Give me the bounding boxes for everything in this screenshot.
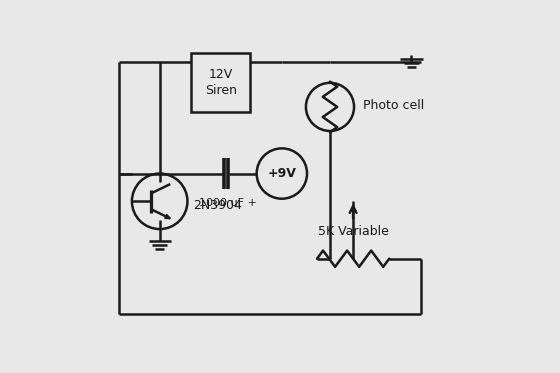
Circle shape <box>132 173 188 229</box>
Text: 5K Variable: 5K Variable <box>318 225 389 238</box>
Circle shape <box>306 83 354 131</box>
Text: +9V: +9V <box>268 167 296 180</box>
Text: 12V
Siren: 12V Siren <box>205 68 237 97</box>
Polygon shape <box>165 214 170 219</box>
Text: 2N3904: 2N3904 <box>193 198 242 211</box>
Text: 1000 uF +: 1000 uF + <box>199 198 257 209</box>
Circle shape <box>256 148 307 199</box>
Bar <box>191 53 250 112</box>
Text: Photo cell: Photo cell <box>363 98 424 112</box>
